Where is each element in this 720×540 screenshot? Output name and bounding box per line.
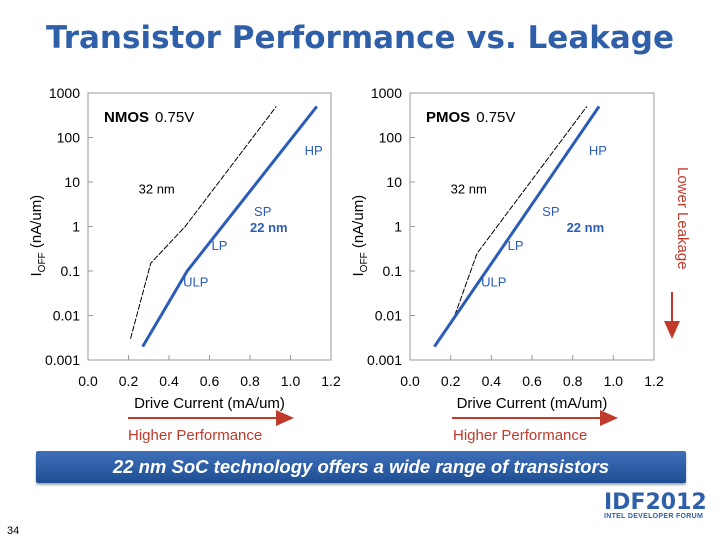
label-lp: LP <box>212 238 228 253</box>
y-axis-label-sub: OFF <box>359 252 370 272</box>
x-tick-label: 1.0 <box>604 373 624 389</box>
x-tick-label: 0.2 <box>441 373 461 389</box>
series-32nm-line <box>454 106 588 316</box>
x-tick-label: 0.0 <box>78 373 98 389</box>
y-tick-label: 0.01 <box>53 308 80 324</box>
y-axis-label-main: I <box>28 272 45 276</box>
nmos-chart: 1000 100 10 1 0.1 0.01 0.001 0.0 0.2 0.4 0.6 0.8 1.0… <box>28 85 341 412</box>
y-axis-label-unit: (nA/um) <box>28 195 45 253</box>
y-axis-label-sub: OFF <box>37 252 48 272</box>
idf-logo: IDF2012 INTEL DEVELOPER FORUM <box>604 490 707 520</box>
higher-performance-label-left: Higher Performance <box>128 427 262 444</box>
pmos-chart: 1000 100 10 1 0.1 0.01 0.001 0.0 0.2 0.4 0.6 0.8 1.0… <box>350 85 664 412</box>
x-tick-label: 1.2 <box>644 373 664 389</box>
x-tick-label: 0.0 <box>400 373 420 389</box>
label-sp: SP <box>542 204 559 219</box>
x-tick-label: 1.0 <box>281 373 301 389</box>
x-tick-label: 0.4 <box>159 373 179 389</box>
y-tick-label: 1000 <box>371 85 402 101</box>
series-32nm-line <box>130 106 277 339</box>
y-tick-label: 10 <box>64 174 80 190</box>
x-tick-label: 0.8 <box>240 373 260 389</box>
label-ulp: ULP <box>481 274 506 289</box>
label-ulp: ULP <box>183 274 208 289</box>
y-tick-label: 1 <box>394 219 402 235</box>
plot-frame <box>409 92 655 361</box>
y-tick-label: 1 <box>72 219 80 235</box>
x-tick-label: 1.2 <box>321 373 341 389</box>
y-tick-label: 10 <box>386 174 402 190</box>
y-tick-label: 0.1 <box>61 263 81 279</box>
logo-sub-text: INTEL DEVELOPER FORUM <box>604 513 704 520</box>
label-22nm: 22 nm <box>567 220 605 235</box>
y-tick-label: 100 <box>57 130 81 146</box>
y-tick-label: 0.001 <box>45 352 80 368</box>
y-tick-label: 0.001 <box>367 352 402 368</box>
summary-banner: 22 nm SoC technology offers a wide range… <box>36 451 686 483</box>
series-22nm-line <box>141 105 319 348</box>
device-voltage: 0.75V <box>476 109 515 126</box>
page-number: 34 <box>7 525 20 537</box>
lower-leakage-label: Lower Leakage <box>674 167 691 270</box>
logo-main-text: IDF2012 <box>604 490 707 515</box>
y-tick-label: 1000 <box>49 85 80 101</box>
y-tick-label: 100 <box>379 130 403 146</box>
label-hp: HP <box>589 143 607 158</box>
x-tick-label: 0.2 <box>119 373 139 389</box>
device-voltage: 0.75V <box>155 109 194 126</box>
label-32nm: 32 nm <box>451 182 487 197</box>
x-tick-label: 0.4 <box>482 373 502 389</box>
x-axis-label: Drive Current (mA/um) <box>134 395 285 412</box>
device-name: PMOS <box>426 109 470 126</box>
y-tick-label: 0.1 <box>383 263 403 279</box>
label-32nm: 32 nm <box>139 182 175 197</box>
label-22nm: 22 nm <box>250 220 288 235</box>
label-sp: SP <box>254 204 271 219</box>
y-axis-label: IOFF (nA/um) <box>28 195 48 277</box>
y-axis-label-unit: (nA/um) <box>350 195 367 253</box>
device-label: NMOS 0.75V <box>104 109 194 126</box>
y-axis-label-main: I <box>350 272 367 276</box>
label-lp: LP <box>508 238 524 253</box>
x-axis-label: Drive Current (mA/um) <box>457 395 608 412</box>
slide-title: Transistor Performance vs. Leakage <box>45 20 674 56</box>
series-22nm-line <box>433 105 601 348</box>
device-label: PMOS 0.75V <box>426 109 515 126</box>
device-name: NMOS <box>104 109 149 126</box>
x-tick-label: 0.6 <box>522 373 542 389</box>
y-tick-label: 0.01 <box>375 308 402 324</box>
x-tick-label: 0.6 <box>200 373 220 389</box>
y-axis-label: IOFF (nA/um) <box>350 195 370 277</box>
x-tick-label: 0.8 <box>563 373 583 389</box>
label-hp: HP <box>305 143 323 158</box>
higher-performance-label-right: Higher Performance <box>453 427 587 444</box>
